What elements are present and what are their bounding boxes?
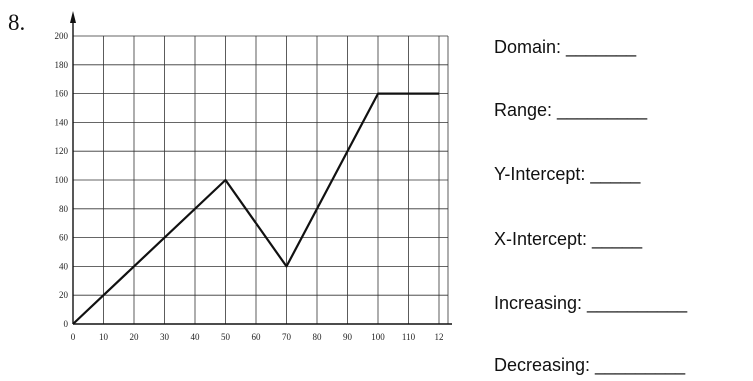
x-tick-label: 90 <box>343 332 353 342</box>
grid-lines <box>73 35 449 324</box>
y-tick-label: 20 <box>59 290 69 300</box>
y-tick-label: 60 <box>59 233 69 243</box>
y-tick-label: 0 <box>64 319 69 329</box>
decreasing-prompt: Decreasing: _________ <box>494 355 686 375</box>
y-tick-label: 120 <box>55 146 69 156</box>
increasing-prompt: Increasing: __________ <box>494 293 688 313</box>
x-tick-label: 70 <box>282 332 292 342</box>
question-number: 8. <box>8 10 26 35</box>
x-tick-label: 20 <box>130 332 140 342</box>
x-tick-label: 110 <box>402 332 416 342</box>
y-tick-label: 80 <box>59 204 69 214</box>
x-tick-labels: 0 10 20 30 40 50 60 70 80 90 100 110 12 <box>71 332 444 342</box>
y-axis-arrow <box>70 11 76 23</box>
y-tick-label: 100 <box>55 175 69 185</box>
x-intercept-prompt: X-Intercept: _____ <box>494 229 643 249</box>
y-tick-label: 180 <box>55 60 69 70</box>
x-tick-label: 10 <box>99 332 109 342</box>
x-tick-label: 100 <box>371 332 385 342</box>
line-graph: 0 20 40 60 80 100 120 140 160 180 200 0 10 20 30 40 50 6… <box>55 11 452 342</box>
x-tick-label: 0 <box>71 332 76 342</box>
x-tick-label: 60 <box>252 332 262 342</box>
domain-prompt: Domain: _______ <box>494 37 637 57</box>
y-tick-label: 200 <box>55 31 69 41</box>
y-tick-labels: 0 20 40 60 80 100 120 140 160 180 200 <box>55 31 69 329</box>
x-tick-label: 40 <box>191 332 201 342</box>
x-tick-label: 12 <box>435 332 444 342</box>
data-series <box>72 92 439 325</box>
x-tick-label: 50 <box>221 332 231 342</box>
x-tick-label: 30 <box>160 332 170 342</box>
data-line <box>72 92 439 325</box>
axes <box>70 11 452 325</box>
x-tick-label: 80 <box>313 332 323 342</box>
range-prompt: Range: _________ <box>494 100 648 120</box>
y-intercept-prompt: Y-Intercept: _____ <box>494 164 641 184</box>
y-tick-label: 140 <box>55 117 69 127</box>
y-tick-label: 40 <box>59 261 69 271</box>
y-tick-label: 160 <box>55 89 69 99</box>
